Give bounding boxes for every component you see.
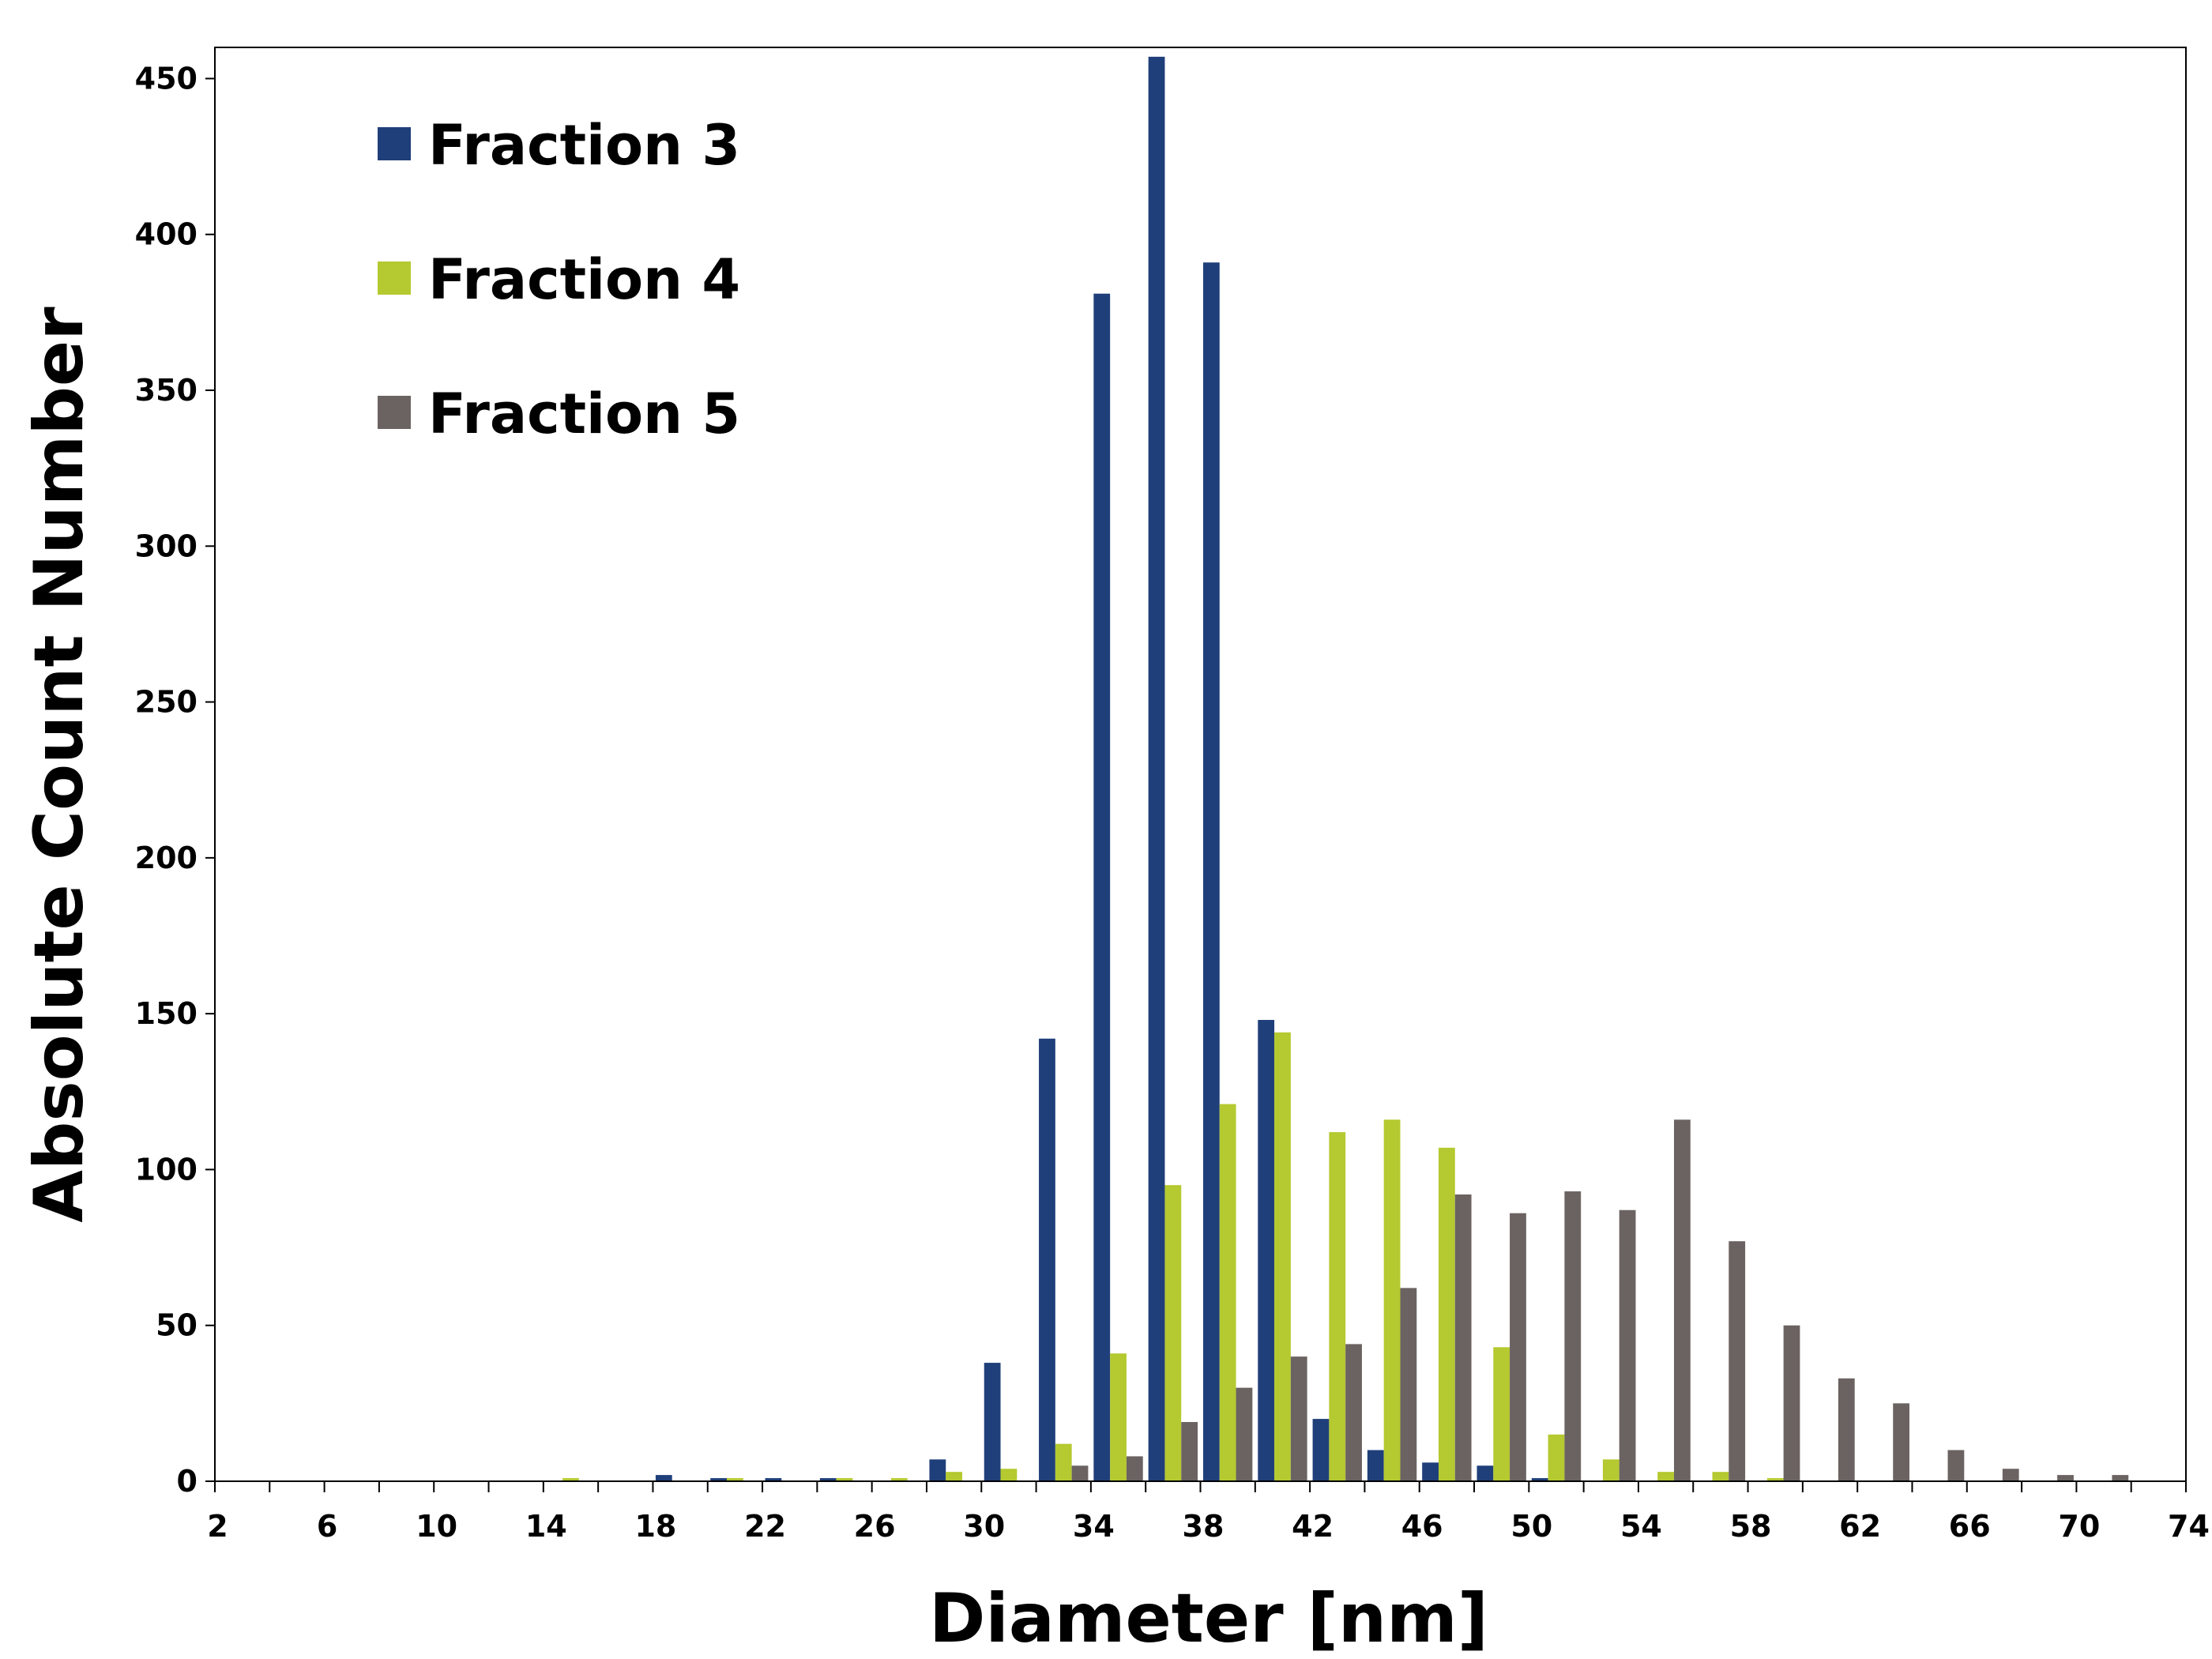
bar-series1-34 bbox=[1093, 293, 1111, 1482]
bar-series3-62 bbox=[1893, 1403, 1910, 1481]
bar-series1-42 bbox=[1312, 1419, 1330, 1481]
bars-layer bbox=[562, 56, 2129, 1482]
bar-series3-48 bbox=[1510, 1213, 1526, 1481]
x-tick-label: 30 bbox=[963, 1509, 1005, 1544]
x-tick-label: 26 bbox=[854, 1509, 896, 1544]
bar-series3-52 bbox=[1619, 1209, 1636, 1481]
bar-series1-22 bbox=[765, 1478, 782, 1481]
x-tick-label: 14 bbox=[525, 1509, 567, 1544]
y-tick-label: 450 bbox=[135, 61, 198, 96]
bar-series3-54 bbox=[1673, 1119, 1691, 1481]
bar-series3-70 bbox=[2112, 1475, 2129, 1481]
x-tick-label: 2 bbox=[207, 1509, 228, 1544]
bar-series3-40 bbox=[1290, 1356, 1307, 1481]
bar-series2-20 bbox=[727, 1478, 743, 1481]
bar-series2-24 bbox=[836, 1478, 853, 1481]
bar-series2-40 bbox=[1274, 1032, 1291, 1481]
x-tick-label: 38 bbox=[1183, 1509, 1224, 1544]
y-tick-label: 300 bbox=[135, 529, 198, 563]
legend-label-1: Fraction 3 bbox=[428, 113, 740, 178]
bar-series2-54 bbox=[1657, 1472, 1674, 1481]
bar-series2-30 bbox=[1000, 1469, 1018, 1481]
x-tick-label: 58 bbox=[1730, 1509, 1772, 1544]
bar-series3-36 bbox=[1181, 1422, 1198, 1481]
bar-series2-34 bbox=[1110, 1353, 1127, 1481]
y-tick-label: 50 bbox=[156, 1308, 198, 1343]
y-tick-label: 150 bbox=[135, 996, 198, 1031]
y-tick-label: 400 bbox=[135, 217, 198, 252]
bar-series3-44 bbox=[1400, 1288, 1417, 1481]
bar-series3-68 bbox=[2057, 1475, 2074, 1481]
y-tick-label: 200 bbox=[135, 841, 198, 875]
y-axis-title: Absolute Count Number bbox=[20, 307, 99, 1223]
bar-series2-50 bbox=[1548, 1434, 1565, 1481]
x-tick-label: 54 bbox=[1620, 1509, 1662, 1544]
x-tick-label: 22 bbox=[744, 1509, 786, 1544]
x-tick-label: 50 bbox=[1510, 1509, 1552, 1544]
bar-series2-32 bbox=[1055, 1443, 1072, 1481]
bar-series1-38 bbox=[1202, 262, 1220, 1481]
y-tick-label: 250 bbox=[135, 685, 198, 720]
bar-series1-28 bbox=[929, 1459, 946, 1481]
bar-series3-42 bbox=[1345, 1344, 1362, 1481]
bar-series2-26 bbox=[890, 1478, 908, 1481]
bar-series3-38 bbox=[1236, 1387, 1253, 1481]
bar-series1-44 bbox=[1367, 1450, 1384, 1481]
bar-series2-14 bbox=[562, 1478, 579, 1481]
bar-series3-56 bbox=[1729, 1241, 1746, 1481]
x-tick-label: 10 bbox=[416, 1509, 457, 1544]
legend-label-3: Fraction 5 bbox=[428, 382, 740, 446]
bar-series1-32 bbox=[1039, 1038, 1055, 1481]
legend-swatch-2 bbox=[378, 261, 411, 295]
bar-series1-46 bbox=[1422, 1462, 1439, 1481]
bar-series1-18 bbox=[655, 1475, 672, 1481]
bar-series2-48 bbox=[1493, 1347, 1510, 1481]
bar-series3-58 bbox=[1783, 1325, 1800, 1481]
x-tick-label: 34 bbox=[1073, 1509, 1115, 1544]
bar-series3-60 bbox=[1838, 1378, 1855, 1481]
bar-series2-58 bbox=[1766, 1478, 1784, 1481]
bar-series2-42 bbox=[1329, 1132, 1346, 1481]
y-tick-label: 0 bbox=[177, 1464, 198, 1499]
bar-series2-52 bbox=[1602, 1459, 1620, 1481]
x-tick-label: 46 bbox=[1401, 1509, 1443, 1544]
bar-series3-46 bbox=[1454, 1194, 1472, 1481]
bar-series3-34 bbox=[1126, 1456, 1143, 1481]
bar-series1-48 bbox=[1477, 1465, 1494, 1481]
bar-series2-28 bbox=[946, 1472, 963, 1481]
bar-series1-40 bbox=[1258, 1020, 1275, 1481]
x-tick-label: 66 bbox=[1949, 1509, 1991, 1544]
bar-series2-56 bbox=[1712, 1472, 1729, 1481]
bar-series2-44 bbox=[1383, 1119, 1401, 1481]
bar-series1-50 bbox=[1531, 1478, 1548, 1481]
bar-series3-32 bbox=[1071, 1465, 1089, 1481]
x-tick-label: 6 bbox=[317, 1509, 337, 1544]
bar-series2-46 bbox=[1438, 1147, 1455, 1481]
x-tick-label: 42 bbox=[1292, 1509, 1334, 1544]
bar-series1-24 bbox=[819, 1478, 837, 1481]
bar-series3-64 bbox=[1947, 1450, 1965, 1481]
bar-series3-66 bbox=[2002, 1469, 2019, 1481]
y-tick-label: 350 bbox=[135, 373, 198, 408]
bar-series1-36 bbox=[1148, 56, 1165, 1482]
legend-swatch-1 bbox=[378, 127, 411, 160]
x-tick-label: 18 bbox=[634, 1509, 676, 1544]
legend-label-2: Fraction 4 bbox=[428, 247, 740, 312]
bar-series3-50 bbox=[1564, 1191, 1582, 1481]
legend: Fraction 3 Fraction 4 Fraction 5 bbox=[378, 113, 740, 446]
bar-series1-30 bbox=[984, 1363, 1001, 1481]
x-tick-label: 62 bbox=[1839, 1509, 1881, 1544]
x-tick-label: 70 bbox=[2058, 1509, 2100, 1544]
bar-series2-36 bbox=[1164, 1185, 1182, 1481]
x-tick-label: 74 bbox=[2168, 1509, 2210, 1544]
y-tick-label: 100 bbox=[135, 1152, 198, 1187]
bar-series2-38 bbox=[1219, 1104, 1236, 1481]
x-axis-title: Diameter [nm] bbox=[929, 1579, 1488, 1658]
legend-swatch-3 bbox=[378, 396, 411, 429]
bar-series1-20 bbox=[710, 1478, 728, 1481]
